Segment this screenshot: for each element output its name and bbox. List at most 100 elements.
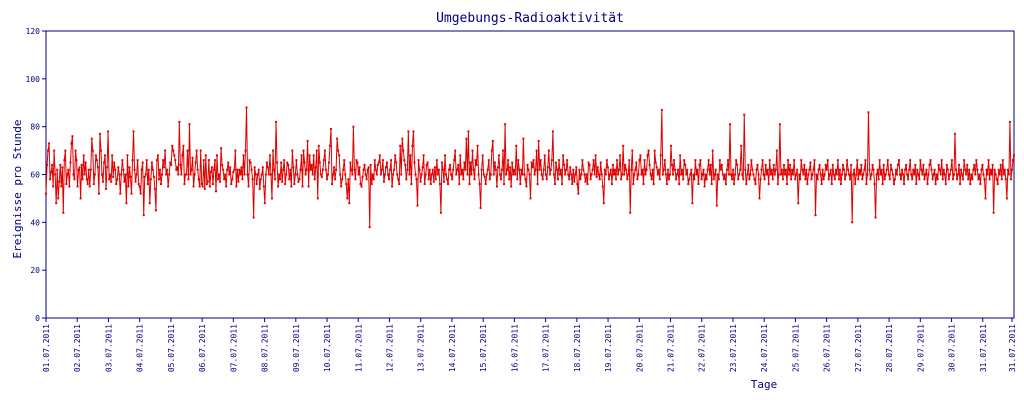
data-point xyxy=(808,168,811,171)
data-point xyxy=(956,178,958,181)
data-point xyxy=(420,173,423,176)
data-point xyxy=(591,168,594,171)
data-point xyxy=(273,168,275,171)
data-point xyxy=(703,185,706,188)
data-point xyxy=(472,168,475,171)
data-point xyxy=(89,168,92,171)
data-point xyxy=(424,173,427,176)
data-point xyxy=(801,168,804,171)
data-point xyxy=(700,178,703,181)
data-point xyxy=(357,173,360,176)
data-point xyxy=(790,178,793,181)
data-point xyxy=(621,173,624,176)
data-point xyxy=(226,168,229,171)
data-point xyxy=(342,168,345,171)
data-point xyxy=(143,175,146,178)
data-point xyxy=(764,163,767,166)
data-point xyxy=(880,168,883,171)
data-point xyxy=(161,173,164,176)
data-point xyxy=(150,161,153,164)
data-point xyxy=(358,166,361,169)
data-point xyxy=(287,163,290,166)
data-point xyxy=(939,173,942,176)
data-point xyxy=(580,173,583,176)
data-point xyxy=(716,173,719,176)
data-point xyxy=(61,166,64,169)
data-point xyxy=(483,175,486,178)
data-point xyxy=(245,106,248,109)
data-point xyxy=(733,183,736,186)
data-point xyxy=(594,154,597,157)
data-point xyxy=(849,178,852,181)
data-point xyxy=(863,168,866,171)
data-point xyxy=(957,173,960,176)
data-point xyxy=(427,178,430,181)
data-point xyxy=(909,159,912,162)
data-point xyxy=(309,168,312,171)
data-point xyxy=(746,173,749,176)
data-point xyxy=(374,168,377,171)
data-point xyxy=(922,163,925,166)
data-point xyxy=(169,161,172,164)
data-point xyxy=(292,166,295,169)
data-point xyxy=(417,159,420,162)
data-point xyxy=(918,178,921,181)
data-point xyxy=(536,183,539,186)
data-point xyxy=(637,173,640,176)
data-point xyxy=(247,185,250,188)
data-point xyxy=(103,161,106,164)
data-point xyxy=(187,178,190,181)
data-point xyxy=(183,183,186,186)
data-point xyxy=(666,168,669,171)
data-point xyxy=(310,163,313,166)
data-point xyxy=(901,168,904,171)
data-point xyxy=(584,180,587,183)
data-point xyxy=(58,180,61,183)
data-point xyxy=(62,211,65,214)
data-point xyxy=(288,178,291,181)
data-point xyxy=(776,183,779,186)
data-point xyxy=(516,178,519,181)
data-point xyxy=(778,123,781,126)
data-point xyxy=(123,180,126,183)
data-point xyxy=(456,168,459,171)
x-tick-label: 22.07.2011 xyxy=(698,324,707,372)
data-point xyxy=(969,183,972,186)
x-tick-label: 05.07.2011 xyxy=(167,324,176,372)
data-point xyxy=(643,159,646,162)
data-point xyxy=(452,168,455,171)
data-point xyxy=(193,173,196,176)
data-point xyxy=(600,173,603,176)
data-point xyxy=(869,178,872,181)
data-point xyxy=(840,173,843,176)
data-point xyxy=(368,226,371,229)
data-point xyxy=(264,173,267,176)
data-point xyxy=(479,206,482,209)
data-point xyxy=(284,183,287,186)
data-point xyxy=(214,190,217,193)
data-point xyxy=(54,173,57,176)
data-point xyxy=(71,135,74,138)
data-point xyxy=(293,183,296,186)
data-point xyxy=(467,130,470,133)
data-point xyxy=(668,173,671,176)
data-point xyxy=(710,183,713,186)
data-point xyxy=(337,149,340,152)
data-point xyxy=(322,159,325,162)
data-point xyxy=(129,175,132,178)
data-point xyxy=(851,221,854,224)
data-point xyxy=(90,137,93,140)
data-point xyxy=(430,173,433,176)
data-point xyxy=(660,108,663,111)
data-point xyxy=(305,168,308,171)
data-point xyxy=(773,173,776,176)
data-point xyxy=(515,144,518,147)
data-point xyxy=(646,154,649,157)
data-point xyxy=(598,178,601,181)
data-point xyxy=(261,166,264,169)
data-point xyxy=(117,166,120,169)
data-point xyxy=(858,168,861,171)
data-point xyxy=(585,173,588,176)
data-point xyxy=(588,163,591,166)
data-point xyxy=(485,173,488,176)
